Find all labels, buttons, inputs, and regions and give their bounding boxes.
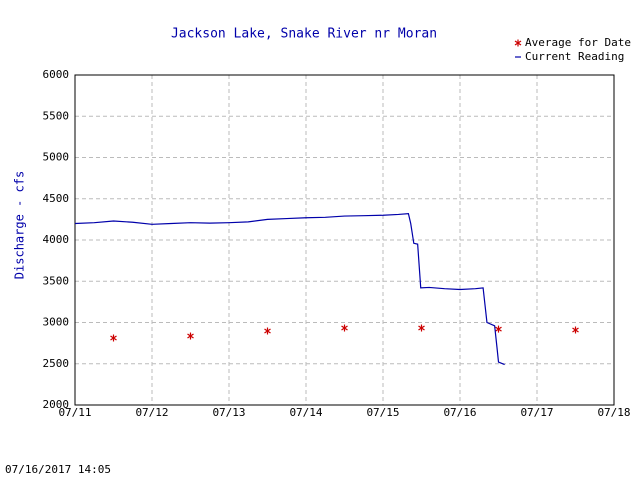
x-tick-label: 07/15: [366, 406, 399, 419]
legend-label: Current Reading: [525, 50, 624, 63]
star-stroke: [514, 40, 522, 46]
y-tick-label: 4000: [43, 233, 70, 246]
star-stroke: [495, 326, 502, 332]
timestamp: 07/16/2017 14:05: [5, 463, 111, 476]
x-tick-label: 07/11: [58, 406, 91, 419]
legend-swatch: [514, 39, 522, 47]
star-marker: [110, 334, 117, 342]
plot-frame: [74, 74, 615, 406]
star-stroke: [341, 325, 348, 331]
star-marker: [341, 324, 348, 332]
star-marker: [572, 326, 579, 334]
star-stroke: [187, 333, 194, 339]
legend-label: Average for Date: [525, 36, 631, 49]
x-tick-label: 07/16: [443, 406, 476, 419]
y-tick-label: 5500: [43, 109, 70, 122]
star-stroke: [110, 335, 117, 341]
star-marker: [418, 324, 425, 332]
star-stroke: [418, 325, 425, 331]
star-stroke: [572, 327, 579, 333]
x-tick-label: 07/12: [135, 406, 168, 419]
x-tick-label: 07/13: [212, 406, 245, 419]
chart-title: Jackson Lake, Snake River nr Moran: [171, 27, 437, 42]
star-stroke: [264, 328, 271, 334]
x-tick-label: 07/17: [520, 406, 553, 419]
x-tick-label: 07/18: [597, 406, 630, 419]
y-tick-label: 2500: [43, 357, 70, 370]
x-tick-label: 07/14: [289, 406, 322, 419]
y-tick-label: 4500: [43, 192, 70, 205]
star-marker: [264, 327, 271, 335]
y-axis-label: Discharge - cfs: [13, 171, 27, 279]
y-tick-label: 6000: [43, 68, 70, 81]
star-marker: [495, 325, 502, 333]
y-tick-label: 2000: [43, 398, 70, 411]
y-tick-label: 3500: [43, 274, 70, 287]
star-marker: [187, 332, 194, 340]
y-tick-label: 5000: [43, 151, 70, 164]
data-line: [74, 212, 505, 366]
y-tick-label: 3000: [43, 316, 70, 329]
